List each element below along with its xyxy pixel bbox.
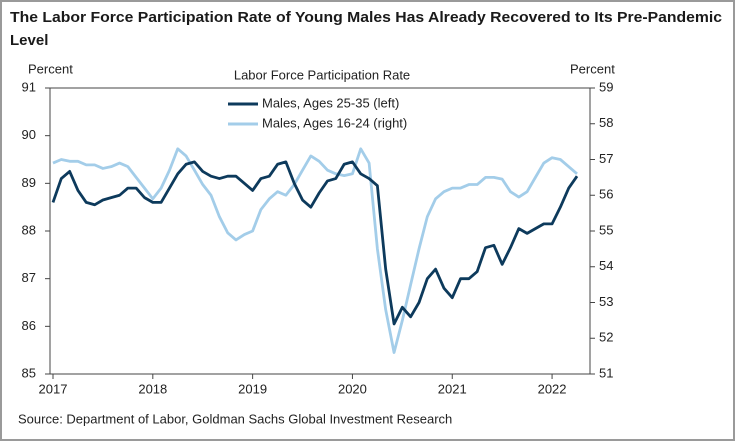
y2-tick-label: 55: [599, 222, 613, 237]
chart-title: The Labor Force Participation Rate of Yo…: [10, 9, 722, 26]
y-tick-label: 88: [22, 222, 36, 237]
legend-label: Males, Ages 25-35 (left): [262, 95, 399, 110]
x-tick-label: 2019: [238, 381, 267, 396]
y2-tick-label: 54: [599, 258, 613, 273]
y-tick-label: 85: [22, 365, 36, 380]
y2-axis-label: Percent: [570, 61, 615, 76]
y-tick-label: 89: [22, 175, 36, 190]
y-tick-label: 86: [22, 318, 36, 333]
x-tick-label: 2018: [138, 381, 167, 396]
y-tick-label: 87: [22, 270, 36, 285]
y-tick-label: 91: [22, 79, 36, 94]
y-axis-label: Percent: [28, 61, 73, 76]
series-line: [51, 160, 579, 326]
x-tick-label: 2022: [538, 381, 567, 396]
source-note: Source: Department of Labor, Goldman Sac…: [18, 411, 452, 426]
legend-label: Males, Ages 16-24 (right): [262, 115, 407, 130]
y2-tick-label: 57: [599, 151, 613, 166]
series-line: [52, 147, 578, 354]
y2-tick-label: 53: [599, 294, 613, 309]
y2-tick-label: 56: [599, 187, 613, 202]
chart-title: Level: [10, 32, 48, 49]
y-tick-label: 90: [22, 127, 36, 142]
x-tick-label: 2021: [438, 381, 467, 396]
x-tick-label: 2020: [338, 381, 367, 396]
y2-tick-label: 58: [599, 115, 613, 130]
y2-tick-label: 52: [599, 330, 613, 345]
chart-subtitle: Labor Force Participation Rate: [234, 67, 410, 82]
x-tick-label: 2017: [39, 381, 68, 396]
y2-tick-label: 51: [599, 365, 613, 380]
y2-tick-label: 59: [599, 79, 613, 94]
